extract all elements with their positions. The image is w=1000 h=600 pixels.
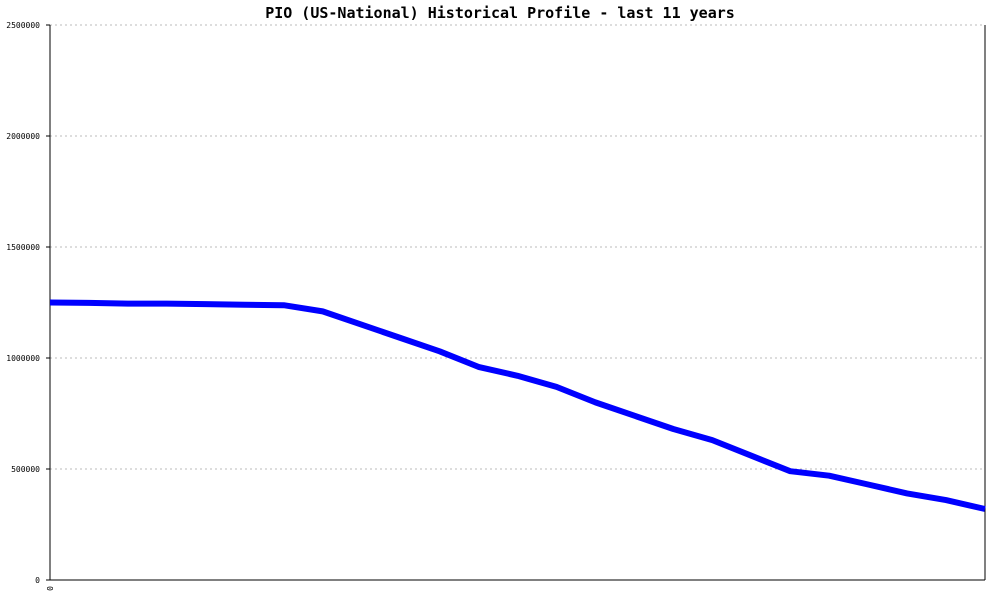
x-tick-label: 0 <box>46 586 55 591</box>
grid-lines <box>50 24 985 470</box>
y-tick-label: 1000000 <box>6 354 40 363</box>
y-tick-label: 2000000 <box>6 132 40 141</box>
y-tick-label: 2500000 <box>6 21 40 30</box>
series-line <box>49 299 986 512</box>
y-axis-ticks: 0 500000 1000000 1500000 2000000 2500000 <box>6 21 50 585</box>
x-axis-ticks: 0 <box>46 586 55 591</box>
y-tick-label: 500000 <box>11 465 40 474</box>
chart-title: PIO (US-National) Historical Profile - l… <box>265 4 735 22</box>
y-tick-label: 0 <box>35 576 40 585</box>
series-layer <box>49 299 986 512</box>
y-tick-label: 1500000 <box>6 243 40 252</box>
